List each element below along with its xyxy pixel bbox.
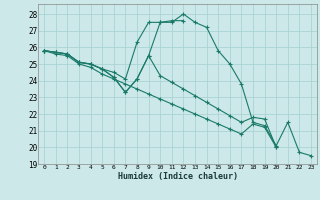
X-axis label: Humidex (Indice chaleur): Humidex (Indice chaleur) — [118, 172, 238, 181]
